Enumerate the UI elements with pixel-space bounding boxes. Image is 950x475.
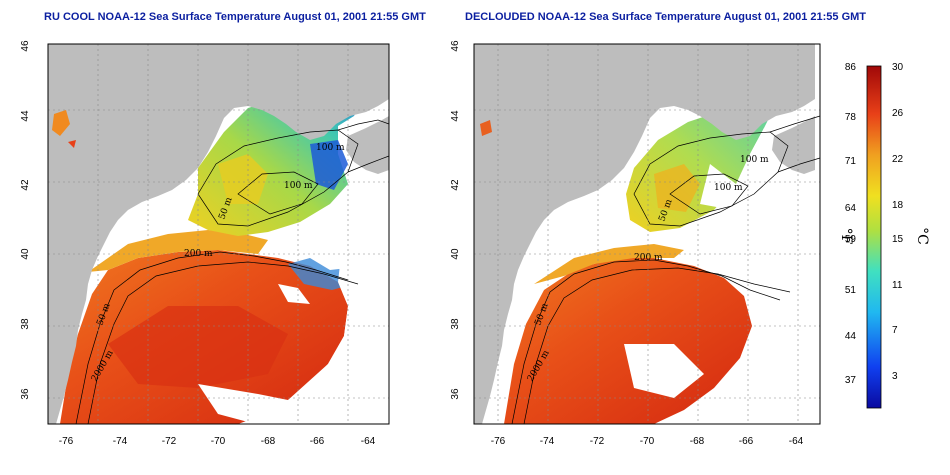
right-lat-ticks: 46 44 42 40 38 36 (450, 40, 461, 400)
colorbar-fahrenheit-ticks: 86 78 71 64 59 51 44 37 (845, 62, 857, 386)
colorbar-gradient (866, 65, 882, 409)
contour-label-100m: 100 m (316, 143, 345, 153)
temperature-colorbar: 86 78 71 64 59 51 44 37 30 26 22 18 15 1… (838, 62, 930, 409)
fahrenheit-tick: 86 (845, 62, 857, 73)
lon-tick: -68 (261, 436, 276, 447)
lat-tick: 36 (450, 388, 461, 400)
left-sst-map: 100 m 200 m 50 m 50 m 100 m 2000 m (47, 43, 390, 425)
fahrenheit-tick: 51 (845, 285, 857, 296)
contour-label-100m-2: 100 m (714, 183, 743, 193)
fahrenheit-unit-label: °F (838, 228, 854, 245)
fahrenheit-tick: 59 (845, 234, 857, 245)
lon-tick: -74 (540, 436, 555, 447)
celsius-tick: 11 (892, 280, 903, 291)
fahrenheit-tick: 78 (845, 112, 857, 123)
lat-tick: 40 (450, 248, 461, 260)
celsius-tick: 15 (892, 234, 904, 245)
lon-tick: -72 (162, 436, 177, 447)
lat-tick: 40 (20, 248, 31, 260)
lat-tick: 38 (20, 318, 31, 330)
celsius-tick: 7 (892, 325, 898, 336)
lon-tick: -64 (361, 436, 376, 447)
lat-tick: 46 (450, 40, 461, 52)
lat-tick: 42 (450, 179, 461, 191)
fahrenheit-tick: 71 (845, 156, 857, 167)
lat-tick: 38 (450, 318, 461, 330)
colorbar-celsius-ticks: 30 26 22 18 15 11 7 3 (892, 62, 904, 382)
lon-tick: -64 (789, 436, 804, 447)
fahrenheit-tick: 37 (845, 375, 857, 386)
celsius-tick: 22 (892, 154, 904, 165)
lon-tick: -70 (211, 436, 226, 447)
celsius-unit-label: °C (914, 227, 930, 245)
celsius-tick: 30 (892, 62, 904, 73)
contour-label-100m-2: 100 m (284, 181, 313, 191)
lon-tick: -76 (491, 436, 506, 447)
right-map-title: DECLOUDED NOAA-12 Sea Surface Temperatur… (465, 11, 867, 23)
lon-tick: -68 (690, 436, 705, 447)
celsius-tick: 18 (892, 200, 904, 211)
right-lon-ticks: -76 -74 -72 -70 -68 -66 -64 (491, 436, 804, 447)
fahrenheit-tick: 64 (845, 203, 857, 214)
fahrenheit-tick: 44 (845, 331, 857, 342)
lat-tick: 44 (20, 110, 31, 122)
lat-tick: 36 (20, 388, 31, 400)
celsius-tick: 26 (892, 108, 904, 119)
lon-tick: -76 (59, 436, 74, 447)
lat-tick: 44 (450, 110, 461, 122)
lon-tick: -70 (640, 436, 655, 447)
lon-tick: -74 (113, 436, 128, 447)
contour-label-100m: 100 m (740, 155, 769, 165)
left-lon-ticks: -76 -74 -72 -70 -68 -66 -64 (59, 436, 376, 447)
lat-tick: 42 (20, 179, 31, 191)
contour-label-200m: 200 m (184, 249, 213, 259)
left-map-title: RU COOL NOAA-12 Sea Surface Temperature … (44, 11, 426, 23)
lon-tick: -72 (590, 436, 605, 447)
right-sst-map: 100 m 200 m 50 m 50 m 100 m 2000 m (473, 43, 821, 425)
lon-tick: -66 (310, 436, 325, 447)
lat-tick: 46 (20, 40, 31, 52)
lon-tick: -66 (739, 436, 754, 447)
left-lat-ticks: 46 44 42 40 38 36 (20, 40, 31, 400)
celsius-tick: 3 (892, 371, 898, 382)
contour-label-200m: 200 m (634, 253, 663, 263)
